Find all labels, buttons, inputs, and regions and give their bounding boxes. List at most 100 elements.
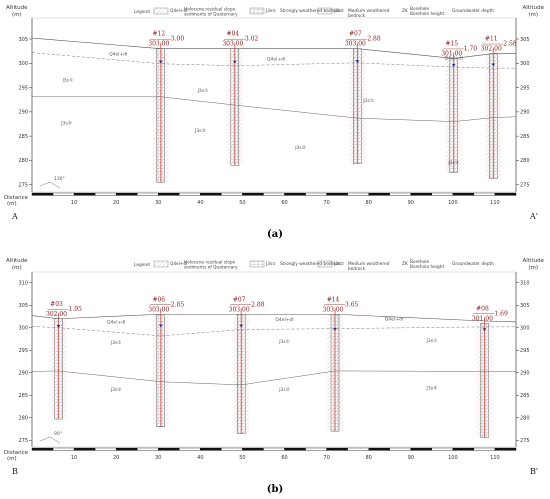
x-tick-label: 80 [366,200,372,206]
layer-label: J3s① [362,98,374,104]
x-axis-scale-segment [200,192,222,196]
borehole-water-depth: 3.02 [245,36,259,43]
x-axis-scale-segment [494,447,517,451]
legend-text: Holocene residual slope [184,7,236,13]
x-tick-label: 60 [281,455,287,461]
x-axis-scale-segment [452,447,475,451]
borehole-id: #08 [476,305,489,312]
groundwater-level-icon [158,60,163,64]
x-axis-scale-segment [94,447,117,451]
layer-label: J3s② [294,145,306,151]
x-axis-scale-segment [473,192,496,196]
y-axis-unit-right: (m) [528,12,538,18]
x-axis-scale-segment [368,447,390,451]
y-axis-title-left: Altitude [6,5,28,11]
x-tick-label: 100 [448,200,458,206]
x-tick-label: 50 [239,455,245,461]
y-tick-label-right: 310 [520,281,530,287]
weathering-boundary [32,96,517,122]
x-tick-label: 70 [323,455,329,461]
weathering-boundary [31,370,516,386]
x-axis-scale-segment [137,447,159,451]
x-axis-scale-segment [368,192,390,196]
borehole-id: #12 [152,31,165,38]
borehole-elevation: 303.00 [148,41,169,48]
x-axis-scale-segment [284,447,306,451]
x-axis-scale-segment [263,192,285,196]
layer-label: J3s② [194,128,206,134]
legend-text: Medium weathered [348,8,390,14]
x-axis-unit: (m) [7,201,17,207]
section-end-right: A' [529,212,538,221]
legend-swatch [153,260,169,268]
section-end-left: A [11,212,18,221]
borehole-elevation: 302.00 [481,46,502,53]
x-tick-label: 80 [366,455,372,461]
x-axis-scale-segment [221,192,243,196]
y-tick-label-left: 285 [18,134,28,140]
x-axis-scale-segment [179,447,201,451]
soil-bedrock-boundary [31,326,516,337]
legend-symbol: J3s② [333,8,344,14]
x-axis-scale-segment [242,192,264,196]
section-end-left: B [12,467,18,476]
y-tick-label-right: 275 [520,183,530,189]
x-axis-scale-segment [31,192,54,196]
groundwater-level-icon [158,324,163,328]
layer-label: J3s② [278,387,290,393]
legend-text: Borehole [410,259,429,265]
y-tick-label-right: 285 [520,393,530,399]
x-axis-scale-segment [158,447,180,451]
x-axis-scale-segment [200,447,222,451]
legend-symbol: ZK [402,8,408,14]
legend-text: Strongly weathered bedrock [280,8,341,14]
x-axis-scale-segment [452,192,475,196]
borehole-elevation: 301.00 [441,50,462,57]
x-axis-scale-segment [431,192,454,196]
legend-symbol: J3s② [333,261,344,267]
layer-label: Q4el+dl [275,317,293,323]
groundwater-level-icon [491,63,496,67]
x-tick-label: 20 [113,455,119,461]
x-axis-scale-segment [73,192,96,196]
y-axis-unit-left: (m) [12,12,22,18]
y-tick-label-right: 305 [520,303,530,309]
legend-symbol: Q4el+dl [170,8,187,14]
y-axis-title-right: Altitude [523,258,545,264]
y-axis-unit-left: (m) [12,265,22,271]
x-axis-scale-segment [52,447,75,451]
x-tick-label: 10 [71,200,77,206]
borehole-water-depth: 2.58 [503,41,517,48]
legend-text: Strongly weathered bedrock [280,261,341,267]
x-axis-scale-segment [431,447,454,451]
legend-text: sediments of Quaternary [184,12,238,18]
borehole-water-depth: 3.00 [171,36,185,43]
x-axis-scale-segment [347,192,369,196]
dip-angle-marker [39,436,61,444]
layer-label: Q4el+dl [107,320,125,326]
borehole-elevation: 303.00 [323,306,344,313]
y-tick-label-right: 290 [520,110,530,116]
borehole-elevation: 303.00 [345,41,366,48]
x-axis-scale-segment [494,192,517,196]
borehole-id: #07 [349,31,362,38]
legend-swatch [153,7,169,15]
y-axis-unit-right: (m) [528,265,538,271]
legend-swatch [317,260,333,268]
layer-label: J3s② [110,387,122,393]
layer-label: Q4el+dl [267,56,285,62]
x-axis-scale-segment [137,192,159,196]
borehole-id: #04 [227,31,240,38]
x-axis-scale-segment [179,192,201,196]
y-axis-title-left: Altitude [6,258,28,264]
borehole-id: #07 [233,296,246,303]
y-tick-label-left: 310 [18,281,28,287]
legend-text: Medium weathered [348,261,390,267]
legend-symbol: J3s① [265,8,276,14]
y-tick-label-left: 305 [18,37,28,43]
y-tick-label-left: 290 [18,110,28,116]
x-tick-label: 40 [197,200,203,206]
borehole-water-depth: 1.95 [69,306,83,313]
ground-surface-line [31,313,517,323]
